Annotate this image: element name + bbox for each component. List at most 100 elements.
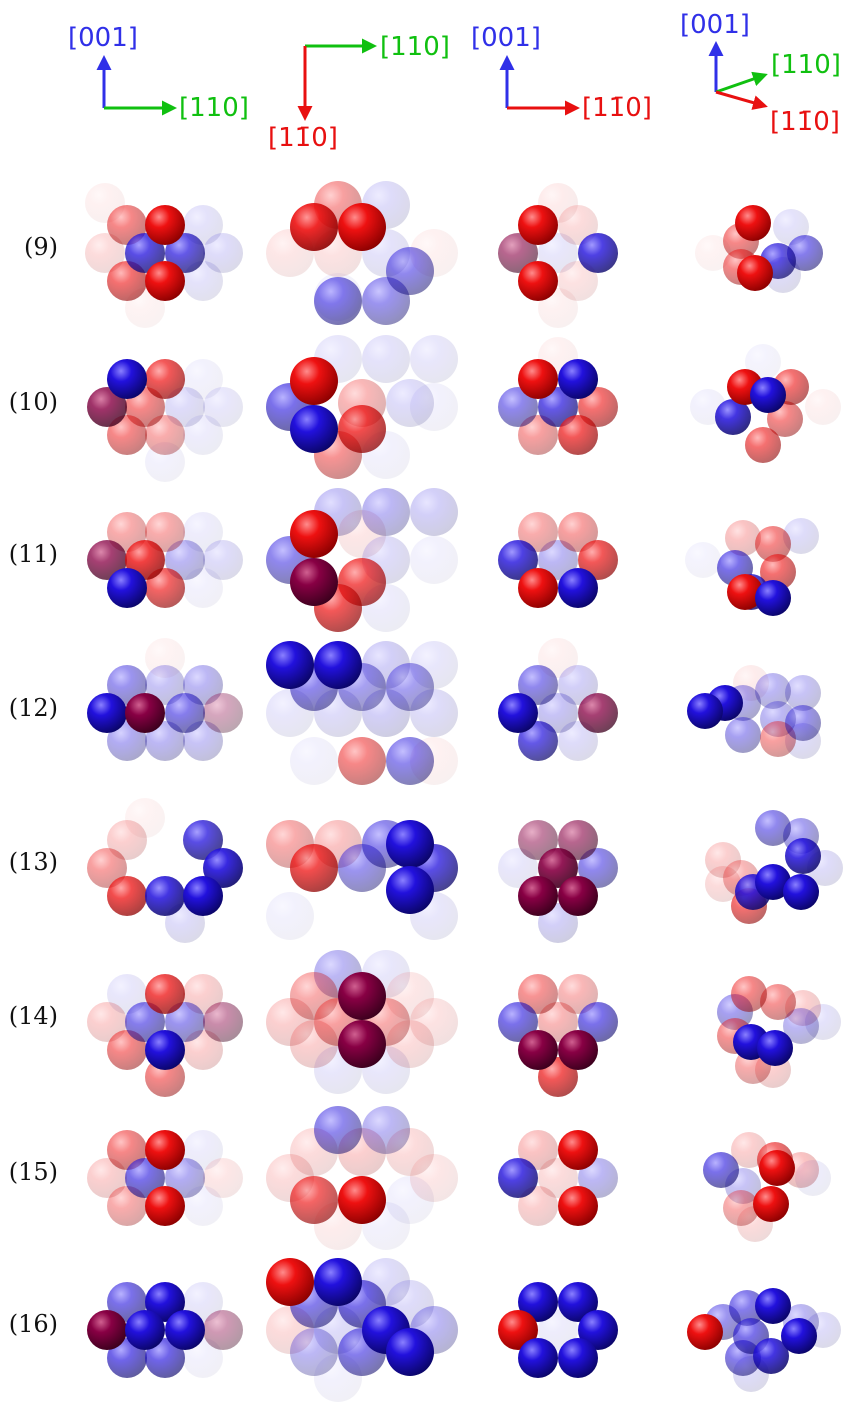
cluster-view [498, 820, 618, 943]
atom [386, 737, 434, 785]
row-label: (9) [24, 233, 58, 261]
cluster-view [266, 181, 458, 325]
atom [538, 387, 578, 427]
atom [498, 387, 538, 427]
atom [538, 1310, 578, 1350]
cluster-view [498, 183, 618, 328]
axis-label-1-10: [11̄0] [268, 123, 338, 153]
atom [578, 233, 618, 273]
axis-label-001: [001] [680, 10, 750, 40]
atom [785, 675, 821, 711]
atom [410, 488, 458, 536]
cluster-view [266, 488, 458, 632]
cluster-view [717, 976, 841, 1088]
atom [145, 974, 185, 1014]
atom [338, 405, 386, 453]
atom [183, 820, 223, 860]
atom [203, 1310, 243, 1350]
atom [783, 518, 819, 554]
atom [725, 717, 761, 753]
axis-label-110: [110] [179, 93, 249, 123]
atom [518, 820, 558, 860]
atom [107, 359, 147, 399]
atom [578, 1158, 618, 1198]
atom [498, 693, 538, 733]
atom [725, 520, 761, 556]
cluster-view [266, 950, 458, 1094]
axis-label-110: [110] [380, 32, 450, 62]
atom [386, 866, 434, 914]
atom [750, 377, 786, 413]
atom [538, 693, 578, 733]
atom [498, 1310, 538, 1350]
atom [755, 673, 791, 709]
atom [165, 1158, 205, 1198]
atom [145, 721, 185, 761]
atom [753, 1338, 789, 1374]
atom [558, 359, 598, 399]
cluster-view [266, 335, 458, 479]
atom [145, 1186, 185, 1226]
atom [578, 540, 618, 580]
cluster-view [703, 1132, 831, 1242]
atom [314, 1106, 362, 1154]
atom [165, 387, 205, 427]
atom [558, 512, 598, 552]
atom [760, 984, 796, 1020]
atom [145, 1030, 185, 1070]
atom [362, 1106, 410, 1154]
atom [755, 864, 791, 900]
atom [165, 1002, 205, 1042]
atom [785, 838, 821, 874]
atom [107, 568, 147, 608]
atom [727, 574, 763, 610]
atom [314, 1258, 362, 1306]
atom [518, 1130, 558, 1170]
atom [715, 399, 751, 435]
atom [735, 205, 771, 241]
cluster-grid [85, 181, 843, 1402]
atom [203, 848, 243, 888]
cluster-view [690, 344, 841, 463]
axis-label-110: [110] [771, 50, 841, 80]
atom [314, 641, 362, 689]
row-label: (12) [9, 694, 58, 722]
atom [745, 427, 781, 463]
atom [266, 892, 314, 940]
cluster-view [498, 1282, 618, 1378]
atom [87, 848, 127, 888]
atom [518, 1186, 558, 1226]
atom [518, 359, 558, 399]
atom [737, 255, 773, 291]
atom [498, 540, 538, 580]
axis-triad-3: [001] [11̄0] [471, 23, 652, 123]
atom [518, 876, 558, 916]
atom [85, 233, 125, 273]
atom [518, 205, 558, 245]
atom [558, 721, 598, 761]
atom [518, 512, 558, 552]
atom [314, 277, 362, 325]
cluster-view [87, 798, 243, 943]
atom [290, 844, 338, 892]
atom [703, 1152, 739, 1188]
cluster-view [498, 337, 618, 455]
cluster-view [498, 1130, 618, 1226]
atom [755, 810, 791, 846]
atom [362, 488, 410, 536]
atom [145, 568, 185, 608]
atom [203, 387, 243, 427]
cluster-view [266, 641, 458, 785]
axis-triad-2: [110] [11̄0] [268, 32, 450, 153]
atom [165, 233, 205, 273]
atom [203, 693, 243, 733]
cluster-view [498, 512, 618, 608]
atom [498, 848, 538, 888]
atom [290, 203, 338, 251]
atom [386, 1328, 434, 1376]
atom [290, 558, 338, 606]
atom [362, 335, 410, 383]
atom [518, 568, 558, 608]
atom [107, 415, 147, 455]
atom [145, 1282, 185, 1322]
